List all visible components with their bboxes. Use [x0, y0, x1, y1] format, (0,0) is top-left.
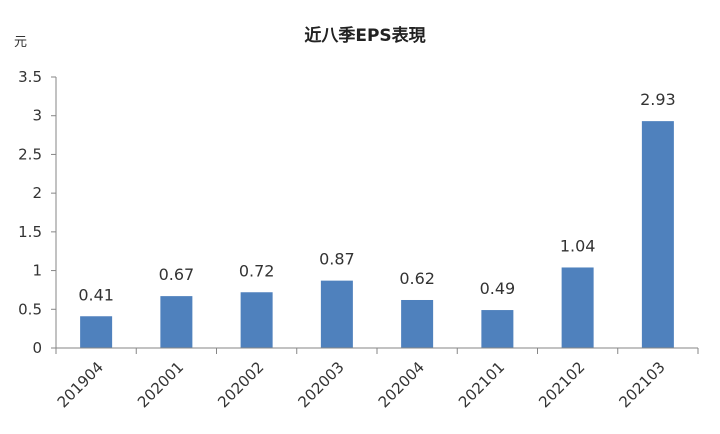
data-label: 0.67 — [159, 265, 195, 284]
bar-202101 — [481, 310, 514, 348]
bar-202003 — [320, 280, 353, 348]
bar-201904 — [80, 316, 113, 348]
x-tick-label: 202101 — [455, 358, 508, 411]
y-tick-label: 0 — [32, 339, 42, 357]
bars: 0.41 0.67 0.72 0.87 0.62 0.49 1.04 2.93 — [78, 90, 676, 349]
x-tick-label: 202003 — [294, 358, 347, 411]
x-tick-label: 202002 — [214, 358, 267, 411]
bar-202102 — [561, 267, 594, 348]
x-tick-label: 202001 — [134, 358, 187, 411]
bar-202001 — [160, 296, 193, 348]
y-tick-label: 1.5 — [18, 223, 42, 241]
y-tick-label: 2 — [32, 184, 42, 202]
y-tick-label: 1 — [32, 262, 42, 280]
x-axis: 201904 202001 202002 202003 202004 202101 2021… — [54, 347, 699, 411]
x-tick-label: 202004 — [375, 358, 428, 411]
y-axis-unit-label: 元 — [14, 35, 27, 50]
bar-202103 — [641, 121, 674, 349]
data-label: 1.04 — [560, 236, 596, 255]
x-tick-label: 202102 — [535, 358, 588, 411]
chart-title: 近八季EPS表現 — [304, 25, 425, 46]
y-tick-label: 0.5 — [18, 300, 42, 318]
x-tick-label: 201904 — [54, 358, 107, 411]
data-label: 0.62 — [399, 269, 435, 288]
data-label: 0.41 — [78, 285, 114, 304]
y-tick-label: 3 — [32, 107, 42, 125]
y-axis: 0 0.5 1 1.5 2 2.5 3 3.5 — [18, 68, 57, 357]
data-label: 2.93 — [640, 90, 676, 109]
bar-202002 — [240, 292, 273, 348]
x-tick-label: 202103 — [615, 358, 668, 411]
y-tick-label: 3.5 — [18, 68, 42, 86]
data-label: 0.87 — [319, 250, 355, 269]
data-label: 0.49 — [480, 279, 516, 298]
y-tick-label: 2.5 — [18, 145, 42, 163]
data-label: 0.72 — [239, 261, 275, 280]
bar-202004 — [401, 299, 434, 348]
